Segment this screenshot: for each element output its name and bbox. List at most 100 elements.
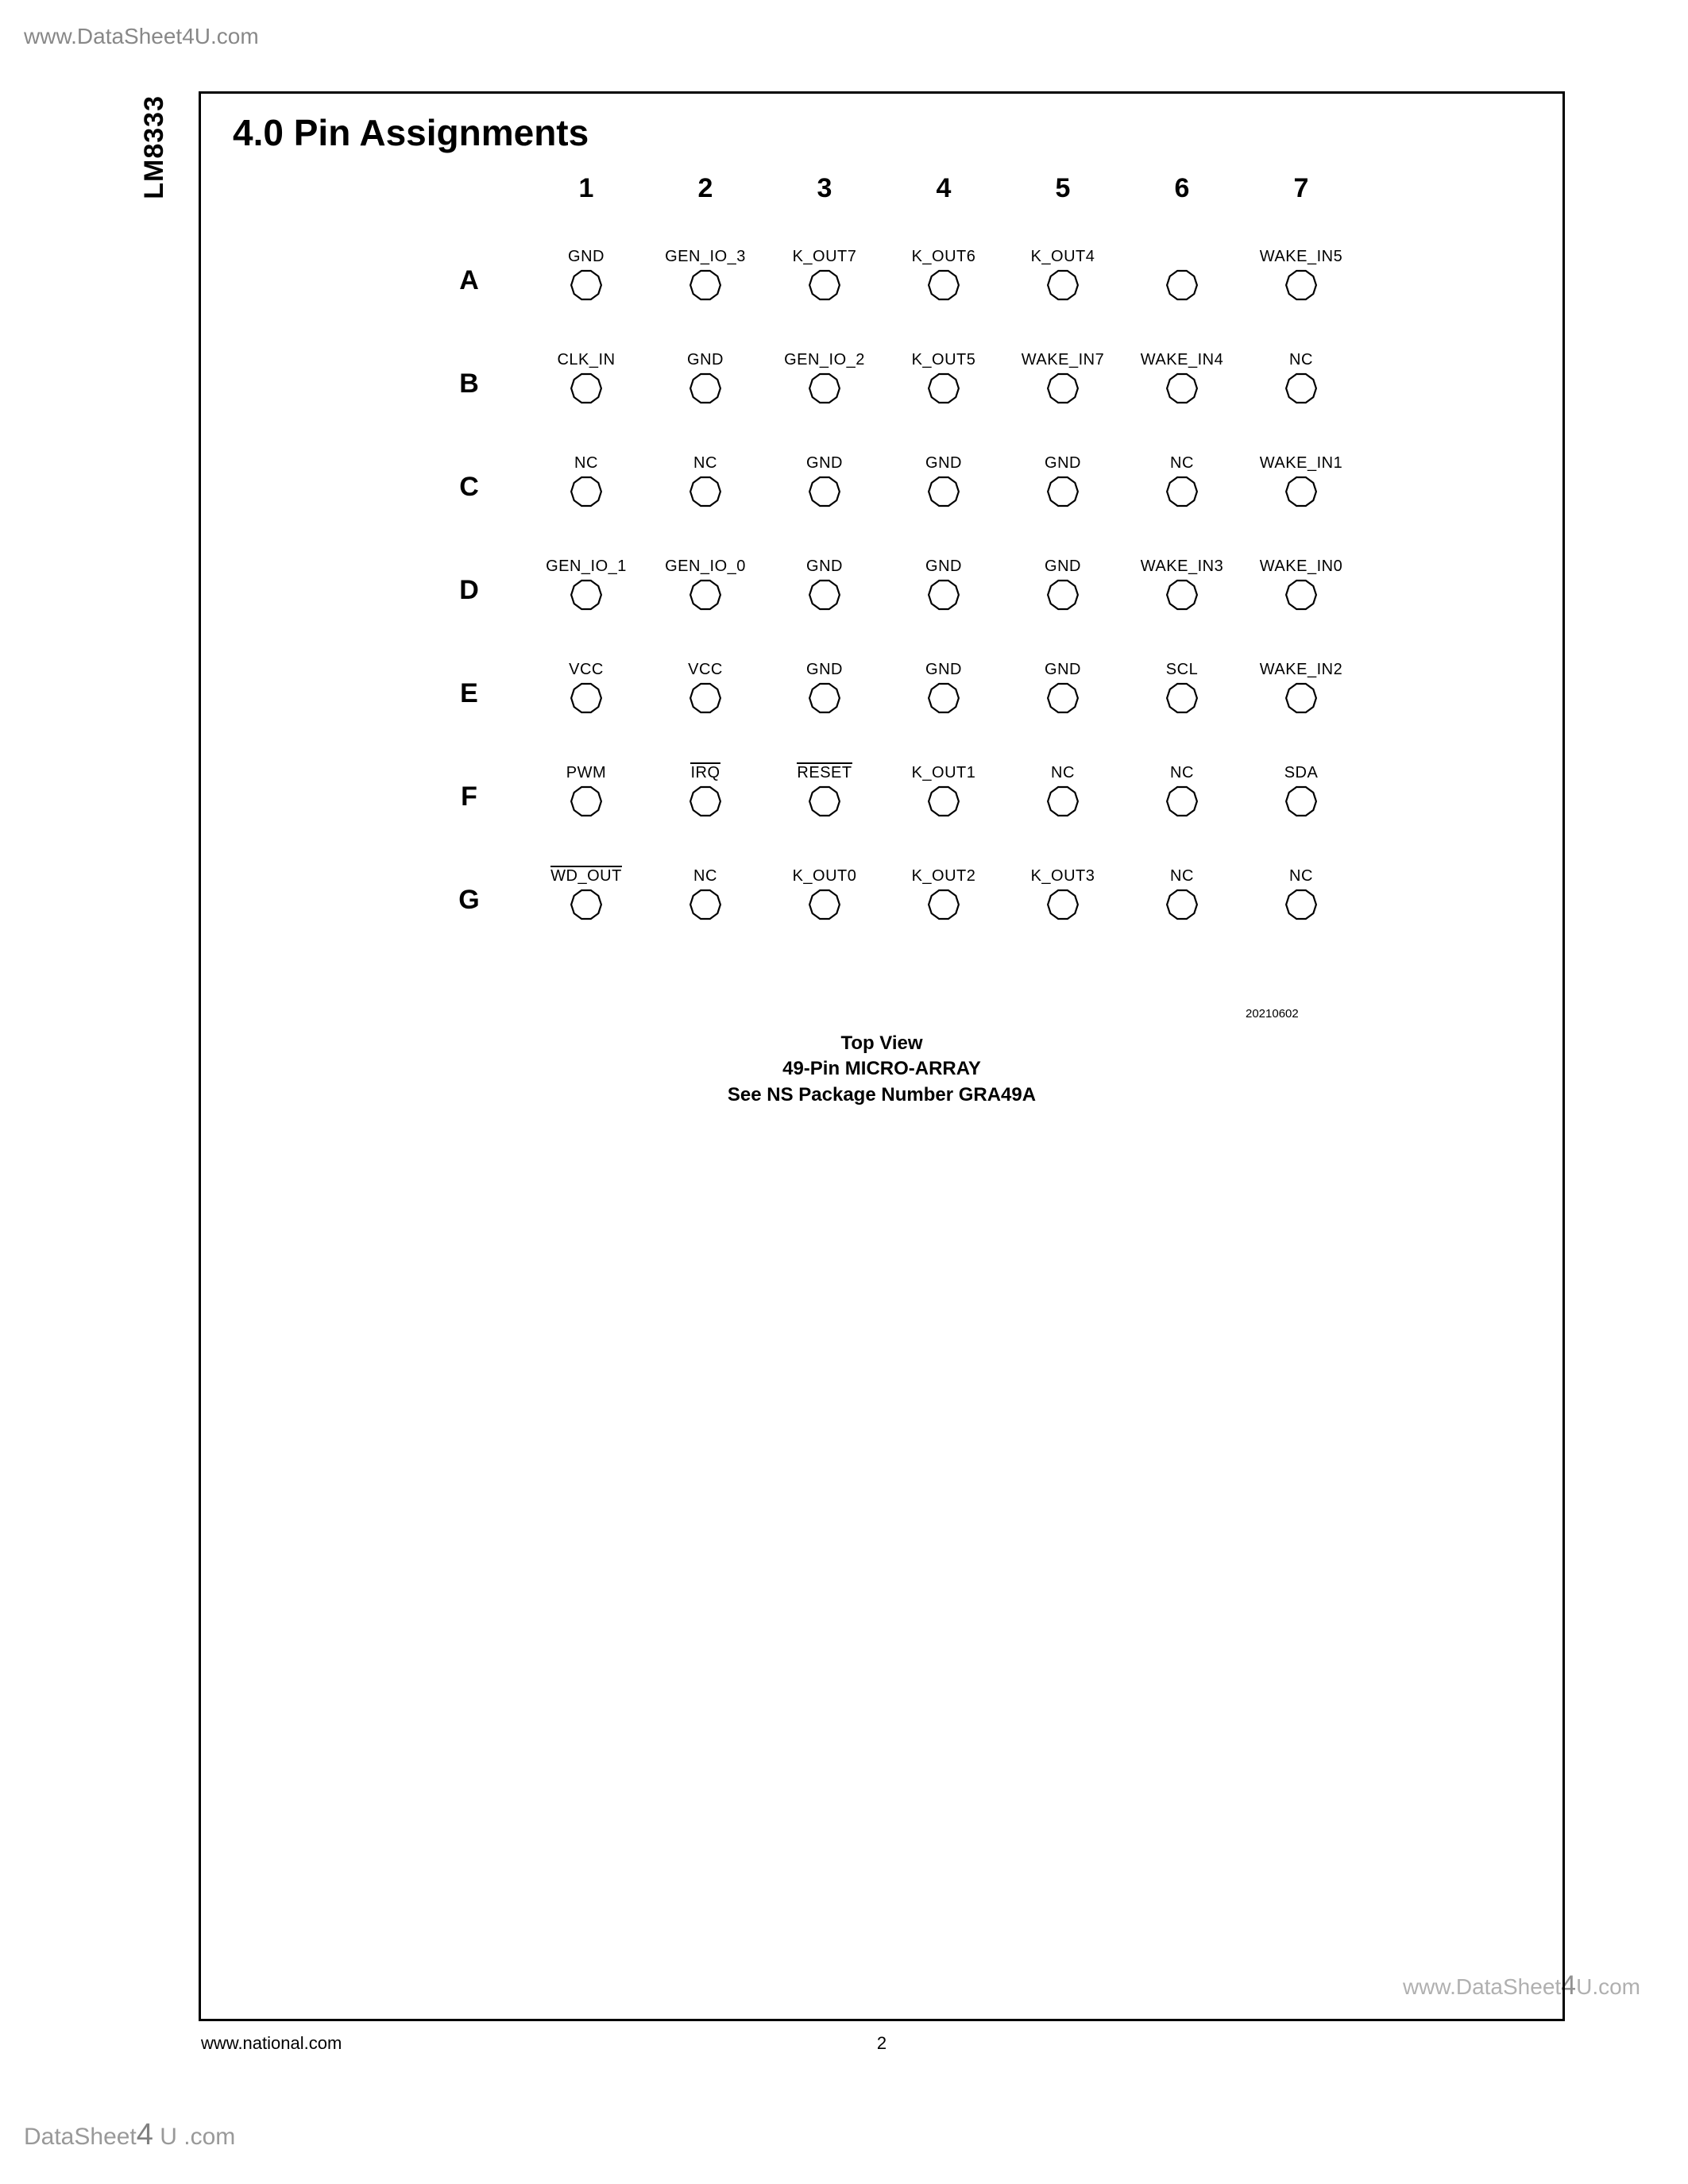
pin-cell-B4: K_OUT5	[884, 351, 1003, 411]
pin-pad-icon	[1166, 579, 1198, 611]
pin-label-G1: WD_OUT	[550, 867, 622, 886]
pin-label-A4: K_OUT6	[912, 248, 976, 266]
pin-pad-icon	[928, 269, 960, 301]
pin-cell-B5: WAKE_IN7	[1003, 351, 1122, 411]
column-header-1: 1	[527, 173, 646, 204]
caption-line-2: 49-Pin MICRO-ARRAY	[201, 1056, 1562, 1082]
caption: Top View 49-Pin MICRO-ARRAY See NS Packa…	[201, 1031, 1562, 1108]
pin-pad-icon	[1166, 682, 1198, 714]
footer-url: www.national.com	[201, 2033, 342, 2054]
pin-pad-icon	[1047, 476, 1079, 507]
pin-row-D: DGEN_IO_1GEN_IO_0GNDGNDGNDWAKE_IN3WAKE_I…	[431, 514, 1369, 617]
pin-pad-icon	[928, 372, 960, 404]
pin-cell-A5: K_OUT4	[1003, 248, 1122, 307]
pin-pad-icon	[1166, 889, 1198, 920]
pin-label-F5: NC	[1051, 764, 1075, 782]
section-title: 4.0 Pin Assignments	[233, 111, 589, 154]
pin-cell-F5: NC	[1003, 764, 1122, 824]
pin-pad-icon	[1285, 269, 1317, 301]
pin-label-B4: K_OUT5	[912, 351, 976, 369]
pin-label-C2: NC	[693, 454, 717, 473]
pin-cell-A7: WAKE_IN5	[1242, 248, 1361, 307]
pin-pad-icon	[1047, 269, 1079, 301]
pin-cell-D2: GEN_IO_0	[646, 558, 765, 617]
pin-label-B5: WAKE_IN7	[1022, 351, 1104, 369]
pin-pad-icon	[809, 269, 840, 301]
column-header-2: 2	[646, 173, 765, 204]
pin-cell-B2: GND	[646, 351, 765, 411]
pin-label-C1: NC	[574, 454, 598, 473]
pin-cell-F3: RESET	[765, 764, 884, 824]
pin-cell-G3: K_OUT0	[765, 867, 884, 927]
row-header-B: B	[431, 369, 527, 411]
pin-pad-icon	[1047, 785, 1079, 817]
row-header-C: C	[431, 472, 527, 514]
pin-label-A3: K_OUT7	[793, 248, 857, 266]
row-header-D: D	[431, 575, 527, 617]
pin-pad-icon	[1166, 476, 1198, 507]
pin-pad-icon	[570, 269, 602, 301]
pin-pad-icon	[570, 476, 602, 507]
pin-label-F7: SDA	[1284, 764, 1319, 782]
pin-label-A5: K_OUT4	[1031, 248, 1095, 266]
pin-cell-B1: CLK_IN	[527, 351, 646, 411]
pin-cell-F2: IRQ	[646, 764, 765, 824]
pin-cell-E6: SCL	[1122, 661, 1242, 720]
pin-label-C7: WAKE_IN1	[1260, 454, 1342, 473]
row-header-F: F	[431, 781, 527, 824]
pin-label-C5: GND	[1045, 454, 1081, 473]
pin-pad-icon	[689, 682, 721, 714]
pin-cell-E3: GND	[765, 661, 884, 720]
pin-cell-G4: K_OUT2	[884, 867, 1003, 927]
pin-pad-icon	[809, 579, 840, 611]
footer-page-number: 2	[877, 2033, 886, 2054]
column-headers-row: 1234567	[527, 173, 1369, 204]
pin-label-A2: GEN_IO_3	[665, 248, 746, 266]
row-header-G: G	[431, 885, 527, 927]
pin-pad-icon	[928, 889, 960, 920]
pin-cell-C1: NC	[527, 454, 646, 514]
pin-pad-icon	[1285, 476, 1317, 507]
pin-label-F1: PWM	[566, 764, 606, 782]
pin-cell-F7: SDA	[1242, 764, 1361, 824]
pin-pad-icon	[1166, 372, 1198, 404]
caption-line-1: Top View	[201, 1031, 1562, 1056]
pin-cell-E7: WAKE_IN2	[1242, 661, 1361, 720]
caption-line-3: See NS Package Number GRA49A	[201, 1082, 1562, 1108]
pin-pad-icon	[809, 476, 840, 507]
column-header-4: 4	[884, 173, 1003, 204]
pin-cell-E1: VCC	[527, 661, 646, 720]
pin-cell-D7: WAKE_IN0	[1242, 558, 1361, 617]
pin-pad-icon	[570, 579, 602, 611]
pin-cell-C4: GND	[884, 454, 1003, 514]
pin-cell-E4: GND	[884, 661, 1003, 720]
pin-cell-B7: NC	[1242, 351, 1361, 411]
pin-label-C4: GND	[925, 454, 962, 473]
pin-label-E2: VCC	[688, 661, 723, 679]
pin-pad-icon	[1166, 269, 1198, 301]
pin-pad-icon	[570, 785, 602, 817]
pin-row-B: BCLK_INGNDGEN_IO_2K_OUT5WAKE_IN7WAKE_IN4…	[431, 307, 1369, 411]
pin-row-A: AGNDGEN_IO_3K_OUT7K_OUT6K_OUT4 WAKE_IN5	[431, 204, 1369, 307]
pin-pad-icon	[809, 682, 840, 714]
pin-row-G: GWD_OUTNCK_OUT0K_OUT2K_OUT3NCNC	[431, 824, 1369, 927]
pin-cell-F1: PWM	[527, 764, 646, 824]
pin-label-G4: K_OUT2	[912, 867, 976, 886]
column-header-7: 7	[1242, 173, 1361, 204]
pin-cell-A1: GND	[527, 248, 646, 307]
pin-label-G3: K_OUT0	[793, 867, 857, 886]
pin-cell-C2: NC	[646, 454, 765, 514]
pin-label-F4: K_OUT1	[912, 764, 976, 782]
pin-label-G2: NC	[693, 867, 717, 886]
pin-cell-F6: NC	[1122, 764, 1242, 824]
pin-label-A1: GND	[568, 248, 605, 266]
pin-cell-B6: WAKE_IN4	[1122, 351, 1242, 411]
pin-label-A6	[1180, 248, 1184, 266]
pin-pad-icon	[1285, 785, 1317, 817]
pin-pad-icon	[1285, 889, 1317, 920]
pin-cell-A4: K_OUT6	[884, 248, 1003, 307]
pin-label-D1: GEN_IO_1	[546, 558, 627, 576]
pin-label-D3: GND	[806, 558, 843, 576]
pin-cell-G6: NC	[1122, 867, 1242, 927]
pin-pad-icon	[1047, 372, 1079, 404]
